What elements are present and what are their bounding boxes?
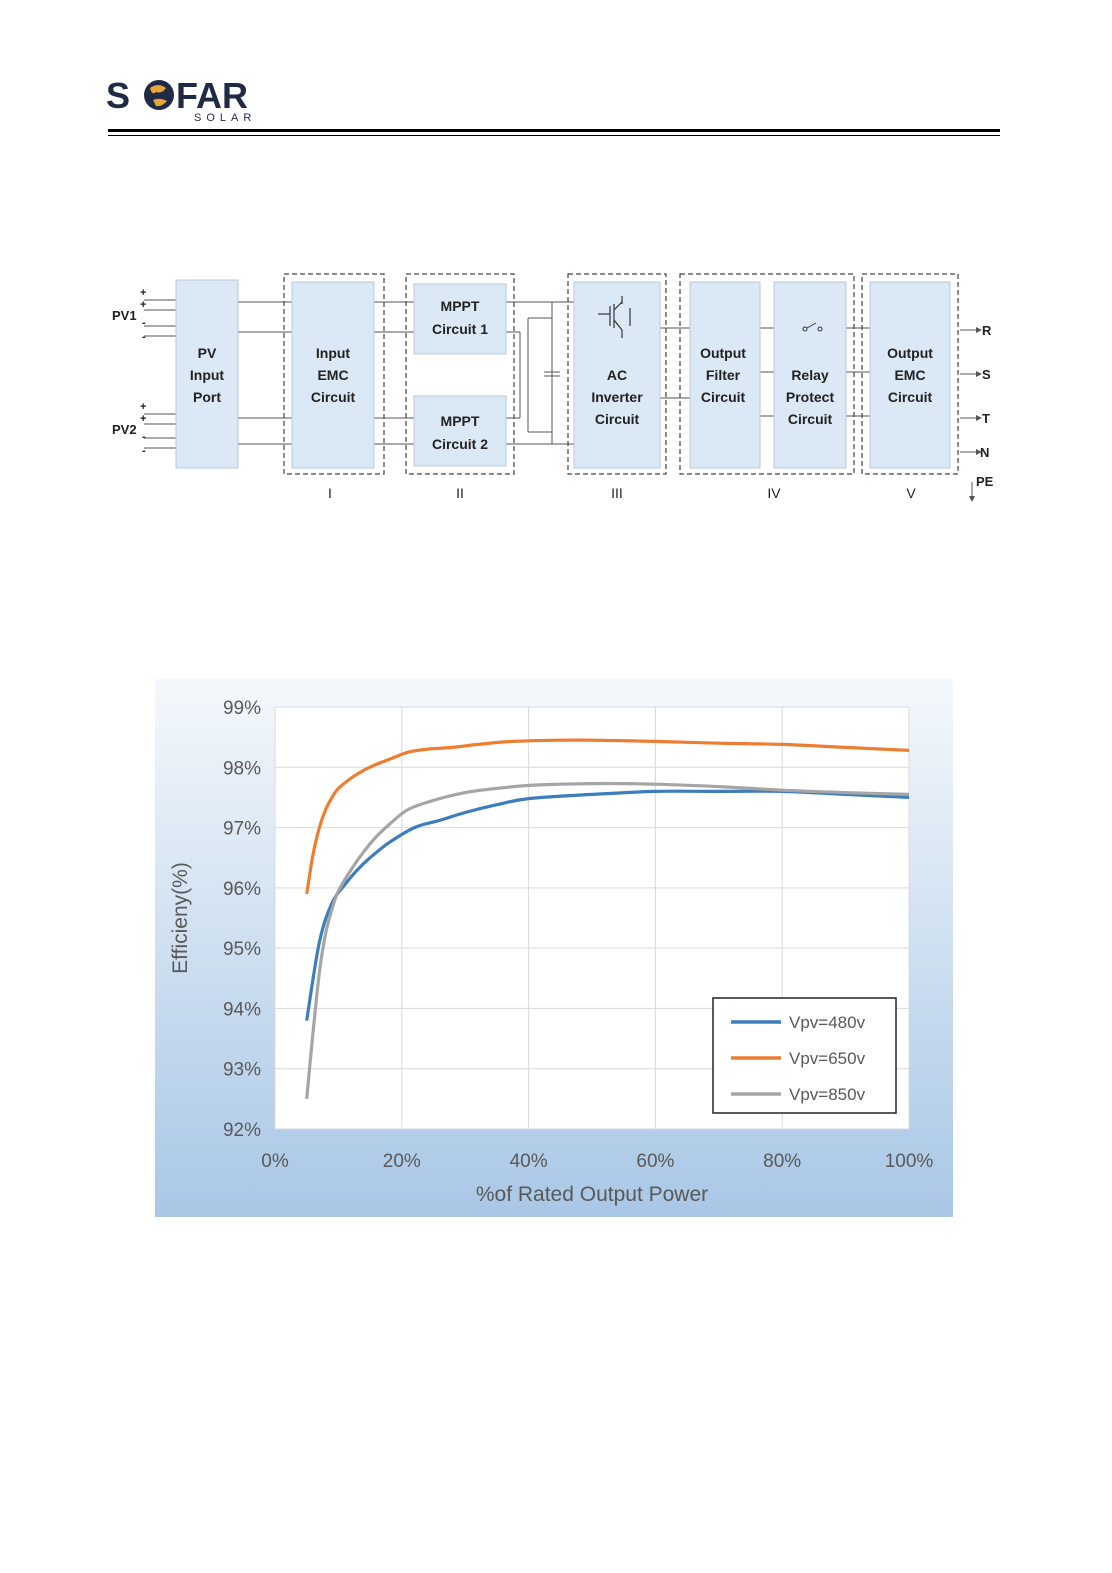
series-line-vpv-480v: [305, 789, 910, 1021]
logo-globe-icon: [144, 80, 174, 110]
y-tick-label: 93%: [223, 1060, 261, 1081]
stage-box-1: [283, 273, 385, 475]
pv1-sign: +: [140, 287, 146, 299]
input-emc-block: [291, 281, 375, 469]
output-emc-block: [869, 281, 951, 469]
output-pe-label: PE: [976, 474, 994, 489]
x-tick-label: 0%: [261, 1151, 289, 1172]
relay-protect-block: [773, 281, 847, 469]
pv-input-port-block: [175, 279, 239, 469]
stage-label-4: IV: [767, 485, 781, 501]
stage-box-5: [861, 273, 959, 475]
series-line-vpv-850v: [305, 781, 910, 1100]
output-filter-label: Circuit: [701, 389, 746, 405]
output-r-label: R: [982, 323, 992, 338]
mppt2-block: [413, 395, 507, 467]
input-emc-label: Circuit: [311, 389, 356, 405]
pv1-label: PV1: [112, 308, 137, 323]
stage-box-3: [567, 273, 667, 475]
pv1-sign: +: [140, 299, 146, 311]
legend-label: Vpv=480v: [789, 1013, 866, 1032]
mppt2-label: Circuit 2: [432, 436, 488, 452]
output-t-label: T: [982, 411, 990, 426]
output-filter-block: [689, 281, 761, 469]
output-emc-label: Output: [887, 345, 933, 361]
stage-label-5: V: [906, 485, 916, 501]
relay-protect-label: Protect: [786, 389, 835, 405]
pv-input-port-label: Input: [190, 367, 225, 383]
output-emc-label: Circuit: [888, 389, 933, 405]
relay-switch-icon: [802, 322, 823, 332]
stage-label-3: III: [611, 485, 623, 501]
pv1-sign: -: [142, 331, 146, 343]
y-tick-label: 96%: [223, 879, 261, 900]
x-axis-label: %of Rated Output Power: [476, 1183, 708, 1206]
relay-protect-label: Relay: [791, 367, 829, 383]
x-tick-label: 20%: [383, 1151, 421, 1172]
output-s-label: S: [982, 367, 991, 382]
stage-box-2: [405, 273, 515, 475]
series-line-vpv-650v: [305, 738, 910, 895]
stage-label-2: II: [456, 485, 464, 501]
output-filter-label: Output: [700, 345, 746, 361]
x-tick-label: 100%: [885, 1151, 934, 1172]
y-tick-label: 94%: [223, 999, 261, 1020]
pv-input-port-label: Port: [193, 389, 221, 405]
x-tick-label: 40%: [510, 1151, 548, 1172]
logo-word-right: FAR: [176, 75, 248, 116]
sofar-solar-logo: S FAR SOLAR: [106, 75, 256, 124]
mppt1-block: [413, 283, 507, 355]
pv2-label: PV2: [112, 422, 137, 437]
y-tick-label: 92%: [223, 1120, 261, 1141]
pv1-sign: -: [142, 317, 146, 329]
pv2-sign: -: [142, 431, 146, 443]
logo-word-left: S: [106, 75, 130, 116]
ac-inverter-block: [573, 281, 661, 469]
x-tick-label: 80%: [763, 1151, 801, 1172]
chart-legend: Vpv=480v Vpv=650v Vpv=850v: [712, 997, 897, 1114]
mppt2-label: MPPT: [441, 413, 480, 429]
stage-label-1: I: [328, 485, 332, 501]
series-lines: [305, 738, 910, 1100]
efficiency-chart: 92% 93% 94% 95% 96% 97% 98% 99% 0% 20% 40% 60% 80% 1…: [155, 679, 953, 1217]
header-rule-thin: [108, 135, 1000, 136]
y-tick-label: 99%: [223, 698, 261, 719]
legend-label: Vpv=850v: [789, 1085, 866, 1104]
pv2-sign: +: [140, 401, 146, 413]
header-rule-thick: [108, 129, 1000, 132]
x-tick-label: 60%: [636, 1151, 674, 1172]
y-tick-label: 95%: [223, 939, 261, 960]
output-n-label: N: [980, 445, 989, 460]
mppt1-label: Circuit 1: [432, 321, 488, 337]
logo-subtitle: SOLAR: [194, 112, 256, 124]
input-emc-label: Input: [316, 345, 351, 361]
ac-inverter-label: AC: [607, 367, 627, 383]
ac-inverter-label: Circuit: [595, 411, 640, 427]
output-emc-label: EMC: [894, 367, 925, 383]
input-emc-label: EMC: [317, 367, 348, 383]
pv2-sign: +: [140, 413, 146, 425]
y-axis-label: Efficieny(%): [169, 862, 192, 974]
legend-label: Vpv=650v: [789, 1049, 866, 1068]
y-tick-label: 97%: [223, 819, 261, 840]
x-tick-labels: 0% 20% 40% 60% 80% 100%: [261, 1151, 933, 1172]
ac-inverter-label: Inverter: [591, 389, 643, 405]
output-filter-label: Filter: [706, 367, 741, 383]
mppt1-label: MPPT: [441, 298, 480, 314]
pv-input-port-label: PV: [198, 345, 217, 361]
igbt-switch-icon: [598, 296, 631, 338]
y-tick-labels: 92% 93% 94% 95% 96% 97% 98% 99%: [223, 698, 261, 1141]
y-tick-label: 98%: [223, 758, 261, 779]
stage-box-4: [679, 273, 855, 475]
relay-protect-label: Circuit: [788, 411, 833, 427]
pv2-sign: -: [142, 445, 146, 457]
topology-block-diagram: PV1 PV2 + + - - + + - - PV Input Port In…: [112, 273, 994, 502]
